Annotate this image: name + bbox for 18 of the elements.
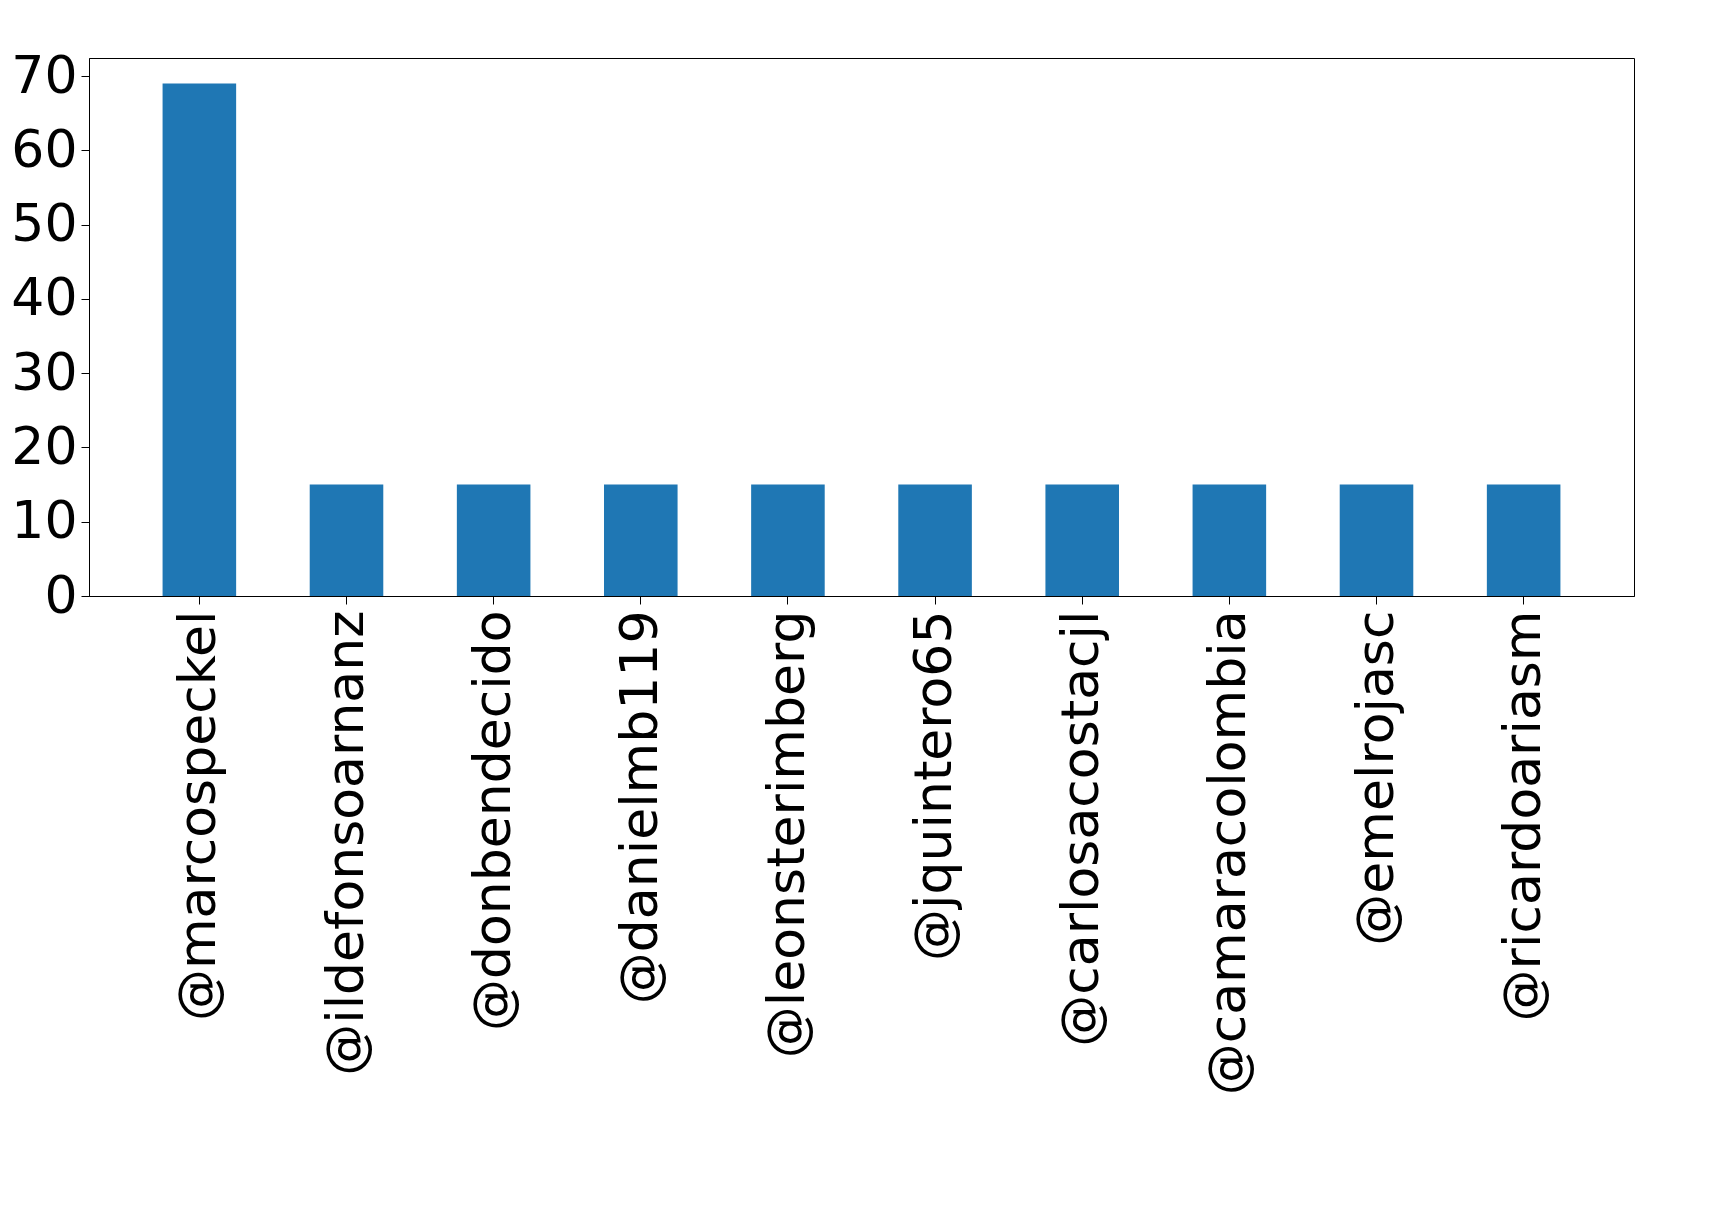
y-tick-label: 60 <box>11 118 78 179</box>
y-tick-label: 10 <box>11 490 78 551</box>
y-tick-label: 70 <box>11 44 78 105</box>
x-tick-label: @leonsterimberg <box>755 610 816 1059</box>
x-tick-label: @ildefonsoarnanz <box>314 610 375 1076</box>
x-tick-label: @ricardoariasm <box>1491 610 1552 1022</box>
x-tick-label: @carlosacostacjl <box>1050 610 1111 1047</box>
x-tick-label: @danielmb119 <box>608 610 669 1005</box>
y-tick-label: 50 <box>11 193 78 254</box>
x-tick-label: @emelrojasc <box>1344 610 1405 946</box>
x-tick-label: @camaracolombia <box>1197 610 1258 1096</box>
y-tick-label: 20 <box>11 415 78 476</box>
y-tick-label: 30 <box>11 341 78 402</box>
x-tick-label: @donbendecido <box>461 610 522 1032</box>
x-tick-label: @marcospeckel <box>167 610 228 1022</box>
y-tick-label: 40 <box>11 267 78 328</box>
y-tick-label: 0 <box>44 564 78 625</box>
x-tick-label: @jquintero65 <box>903 610 964 961</box>
